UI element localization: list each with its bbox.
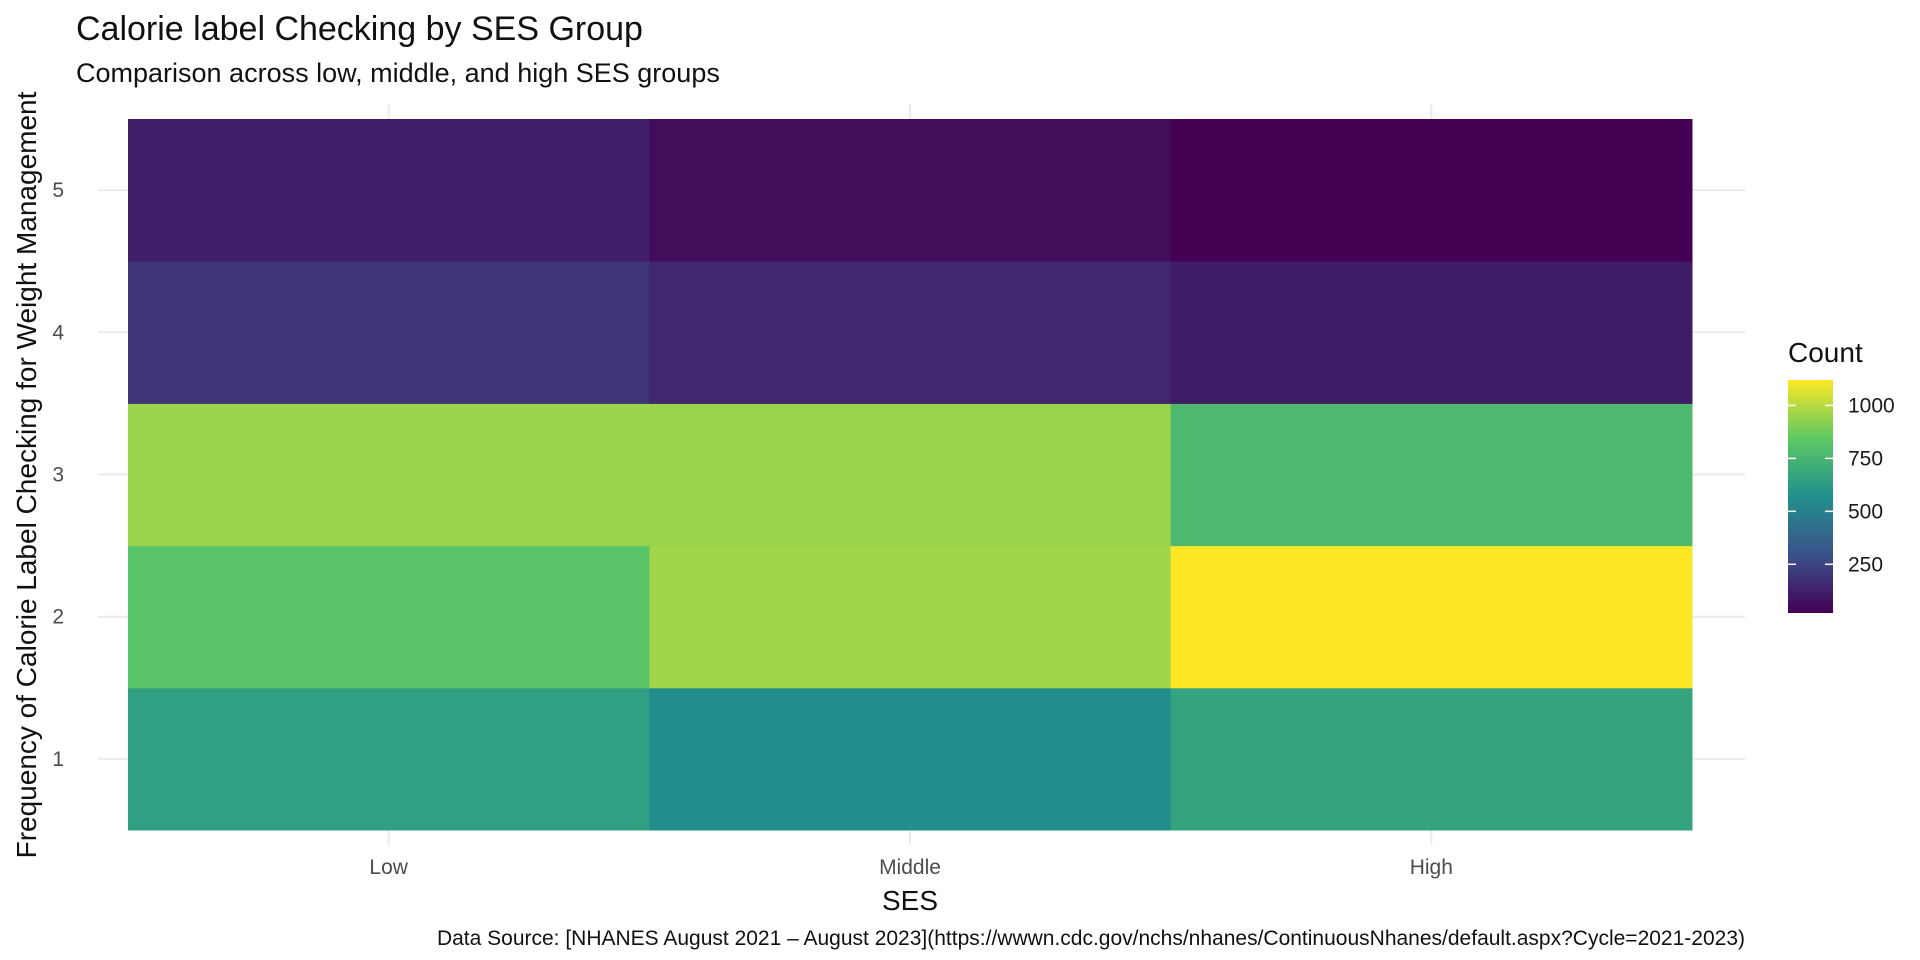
legend-tick-label: 500 (1848, 500, 1883, 523)
legend: Count 250 500 750 1000 (1788, 337, 1895, 613)
y-tick-label: 5 (52, 179, 64, 202)
legend-colorbar (1788, 380, 1833, 613)
y-axis-ticks: 1 2 3 4 5 (52, 179, 64, 771)
heatmap-cell-low-2 (128, 545, 650, 689)
y-tick-label: 2 (52, 606, 64, 629)
y-tick-label: 1 (52, 748, 64, 771)
chart-subtitle: Comparison across low, middle, and high … (76, 58, 720, 88)
heatmap-cell-low-4 (128, 261, 650, 404)
heatmap-cell-high-5 (1170, 119, 1693, 262)
y-tick-label: 3 (52, 464, 64, 487)
heatmap-cell-low-3 (128, 403, 650, 547)
legend-tick-label: 750 (1848, 447, 1883, 470)
x-tick-label: Low (369, 856, 408, 879)
heatmap-cell-middle-3 (649, 403, 1172, 547)
heatmap-cells (128, 119, 1693, 831)
heatmap-cell-low-5 (128, 119, 650, 262)
heatmap-cell-high-3 (1170, 403, 1693, 547)
x-axis-ticks: Low Middle High (369, 856, 1453, 879)
heatmap-cell-middle-5 (649, 119, 1172, 262)
heatmap-cell-high-2 (1170, 545, 1693, 689)
x-tick-label: Middle (879, 856, 941, 879)
legend-tick-label: 1000 (1848, 394, 1895, 417)
y-tick-label: 4 (52, 321, 64, 344)
chart-title: Calorie label Checking by SES Group (76, 10, 643, 48)
heatmap-cell-low-1 (128, 687, 650, 831)
x-tick-label: High (1410, 856, 1453, 879)
heatmap-cell-middle-2 (649, 545, 1172, 689)
data-source-caption: Data Source: [NHANES August 2021 – Augus… (437, 927, 1745, 950)
heatmap-cell-middle-1 (649, 687, 1172, 831)
x-axis-title: SES (882, 885, 938, 916)
heatmap-cell-high-4 (1170, 261, 1693, 404)
y-axis-title: Frequency of Calorie Label Checking for … (11, 91, 42, 858)
legend-tick-label: 250 (1848, 553, 1883, 576)
legend-title: Count (1788, 337, 1863, 368)
heatmap-cell-middle-4 (649, 261, 1172, 404)
heatmap-cell-high-1 (1170, 687, 1693, 831)
